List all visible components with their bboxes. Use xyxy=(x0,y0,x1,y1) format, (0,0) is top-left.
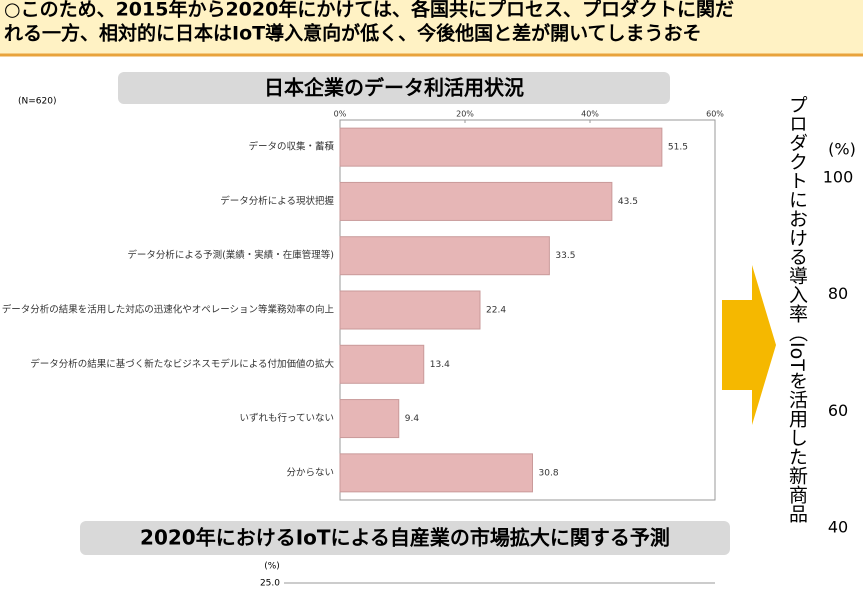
x-tick-label: 0% xyxy=(334,110,347,119)
y-tick-label: 100 xyxy=(823,168,854,187)
y-tick-label: データ分析による予測(業績・実績・在庫管理等) xyxy=(127,249,334,261)
y-tick-label: 60 xyxy=(828,401,848,420)
value-label: 51.5 xyxy=(668,143,688,153)
y-tick-label: 分からない xyxy=(286,467,334,478)
bar xyxy=(339,290,481,330)
y-tick-label: 25.0 xyxy=(260,579,280,589)
y-tick-label: データの収集・蓄積 xyxy=(248,141,334,153)
y-tick-label: データ分析の結果を活用した対応の迅速化やオペレーション等業務効率の向上 xyxy=(2,304,335,316)
y-tick-label: データ分析の結果に基づく新たなビジネスモデルによる付加価値の拡大 xyxy=(30,358,334,370)
chart-title: 日本企業のデータ利活用状況 xyxy=(264,76,524,100)
bar xyxy=(339,453,533,493)
bar xyxy=(339,127,663,167)
title-box xyxy=(80,521,730,555)
bar xyxy=(339,399,400,439)
y-tick-label: 40 xyxy=(828,518,848,537)
unit: (%) xyxy=(828,140,856,159)
y-tick-label: いずれも行っていない xyxy=(239,412,334,424)
value-label: 43.5 xyxy=(618,197,638,207)
y-tick-label: データ分析による現状把握 xyxy=(220,195,334,207)
x-tick-label: 40% xyxy=(581,110,599,119)
x-tick-label: 20% xyxy=(456,110,474,119)
value-label: 9.4 xyxy=(405,414,420,424)
note: (N=620) xyxy=(18,97,56,107)
bar xyxy=(339,344,425,384)
chart-title: 2020年におけるIoTによる自産業の市場拡大に関する予測 xyxy=(140,526,670,550)
value-label: 33.5 xyxy=(555,251,575,261)
header-box xyxy=(0,0,863,57)
value-label: 30.8 xyxy=(539,468,559,478)
y-label: (%) xyxy=(264,562,280,572)
value-label: 13.4 xyxy=(430,360,450,370)
x-tick-label: 60% xyxy=(706,110,724,119)
bar xyxy=(339,181,613,221)
bar xyxy=(339,236,550,276)
header-line: ○このため、2015年から2020年にかけては、各国共にプロセス、プロダクトに関… xyxy=(4,0,734,21)
value-label: 22.4 xyxy=(486,306,506,316)
header-line: れる一方、相対的に日本はIoT導入意向が低く、今後他国と差が開いてしまうおそ xyxy=(4,22,702,45)
title-box xyxy=(118,72,670,104)
y-label: プロダクトにおける導入率（IoTを活用した新商品 xyxy=(786,95,808,523)
arrow xyxy=(722,265,776,425)
y-tick-label: 80 xyxy=(828,284,848,303)
